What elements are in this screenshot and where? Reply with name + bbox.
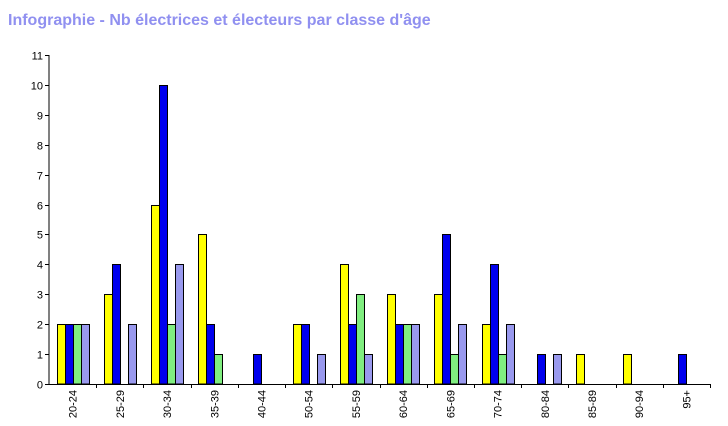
bar <box>395 324 404 385</box>
x-axis: 20-24 25-29 30-34 35-39 40-44 50-54 55-59 60-64… <box>49 384 711 418</box>
x-tick-label: 80-84 <box>540 390 552 418</box>
bar <box>576 354 585 385</box>
bar <box>553 354 562 385</box>
bar <box>301 324 310 385</box>
bar <box>293 324 302 385</box>
y-tick-label: 7 <box>37 171 43 183</box>
x-tick-label: 60-64 <box>398 390 410 418</box>
bar <box>490 264 499 385</box>
bar <box>364 354 373 385</box>
y-tick-label: 10 <box>31 81 43 93</box>
bar <box>623 354 632 385</box>
bar <box>167 324 176 385</box>
x-tick-label: 95+ <box>681 390 693 409</box>
y-tick-label: 0 <box>37 380 43 392</box>
bar <box>482 324 491 385</box>
x-tick-label: 25-29 <box>115 390 127 418</box>
bar <box>112 264 121 385</box>
bar <box>537 354 546 385</box>
y-tick-label: 1 <box>37 350 43 362</box>
y-axis: 0 1 2 3 4 5 6 7 8 9 10 11 <box>31 51 50 392</box>
y-tick-label: 3 <box>37 290 43 302</box>
y-tick-label: 5 <box>37 230 43 242</box>
bar <box>340 264 349 385</box>
bar <box>104 294 113 385</box>
x-tick-label: 70-74 <box>493 390 505 418</box>
bar <box>57 324 66 385</box>
bar <box>387 294 396 385</box>
x-tick-label: 85-89 <box>587 390 599 418</box>
y-tick-label: 8 <box>37 141 43 153</box>
bar <box>206 324 215 385</box>
bar <box>317 354 326 385</box>
x-tick-label: 50-54 <box>304 390 316 418</box>
bar <box>434 294 443 385</box>
bar <box>348 324 357 385</box>
bar <box>506 324 515 385</box>
bar <box>151 205 160 385</box>
bar <box>442 234 451 385</box>
x-tick-label: 55-59 <box>351 390 363 418</box>
x-tick-label: 20-24 <box>68 390 80 418</box>
bar <box>678 354 687 385</box>
y-tick-label: 2 <box>37 320 43 332</box>
x-tick-label: 40-44 <box>256 390 268 418</box>
bar <box>198 234 207 385</box>
bar <box>175 264 184 385</box>
bar <box>128 324 137 385</box>
bar <box>450 354 459 385</box>
bar <box>73 324 82 385</box>
bar <box>159 85 168 385</box>
y-tick-label: 11 <box>32 51 43 63</box>
y-tick-label: 6 <box>37 201 43 213</box>
x-tick-label: 35-39 <box>209 390 221 418</box>
x-tick-label: 90-94 <box>634 390 646 418</box>
bar <box>498 354 507 385</box>
bars <box>57 85 687 385</box>
bar <box>403 324 412 385</box>
y-tick-label: 9 <box>37 111 43 123</box>
bar <box>356 294 365 385</box>
bar <box>81 324 90 385</box>
x-tick-label: 65-69 <box>445 390 457 418</box>
bar <box>458 324 467 385</box>
bar <box>411 324 420 385</box>
y-tick-label: 4 <box>37 260 43 272</box>
bar <box>65 324 74 385</box>
chart-title: Infographie - Nb électrices et électeurs… <box>8 12 431 29</box>
bar <box>253 354 262 385</box>
x-tick-label: 30-34 <box>162 390 174 418</box>
bar <box>214 354 223 385</box>
